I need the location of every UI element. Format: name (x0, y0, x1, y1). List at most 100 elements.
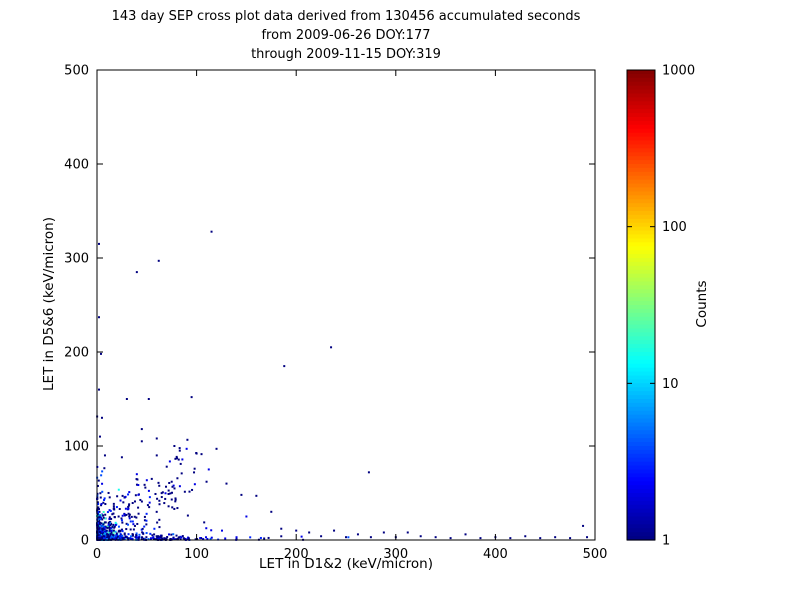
colorbar-strip (627, 438, 655, 443)
data-point (169, 538, 172, 541)
data-point (148, 506, 151, 509)
data-point (125, 528, 128, 531)
data-point (97, 519, 100, 522)
colorbar-strip (627, 352, 655, 357)
data-point (170, 533, 173, 536)
data-point (163, 537, 166, 540)
data-point (174, 497, 177, 500)
data-point (172, 484, 175, 487)
data-point (131, 520, 134, 523)
colorbar-strip (627, 113, 655, 118)
data-point (115, 533, 118, 536)
colorbar-tick-label: 10 (662, 377, 679, 392)
data-point (107, 531, 110, 534)
data-point (143, 483, 146, 486)
data-point (112, 537, 115, 540)
data-point (175, 455, 178, 458)
data-point (347, 536, 350, 539)
colorbar-strip (627, 316, 655, 322)
x-tick-label: 300 (383, 547, 408, 562)
colorbar-strip (627, 375, 655, 381)
colorbar-strip (627, 426, 655, 431)
data-point (97, 506, 100, 509)
data-point (123, 538, 126, 541)
colorbar-strip (627, 528, 655, 533)
data-point (124, 536, 127, 539)
data-point (100, 524, 103, 527)
data-point (140, 500, 143, 503)
data-point (116, 495, 119, 498)
data-point (168, 481, 171, 484)
data-point (188, 490, 191, 493)
data-point (105, 529, 108, 532)
data-point (149, 537, 152, 540)
data-point (108, 496, 111, 499)
data-point (97, 528, 100, 531)
data-point (111, 537, 114, 540)
data-point (98, 530, 101, 533)
colorbar-strip (627, 332, 655, 337)
data-point (103, 454, 106, 457)
data-point (107, 522, 110, 525)
data-point (135, 473, 138, 476)
data-point (98, 538, 101, 541)
y-tick-label: 500 (64, 64, 89, 79)
data-point (100, 514, 103, 517)
data-point (127, 505, 130, 508)
data-point (107, 537, 110, 540)
data-point (186, 514, 189, 517)
data-point (193, 483, 196, 486)
data-point (155, 454, 158, 457)
data-point (127, 493, 130, 496)
colorbar-strip (627, 246, 655, 251)
data-point (96, 501, 99, 504)
data-point (106, 538, 109, 541)
data-point (249, 536, 252, 539)
data-point (99, 523, 102, 526)
data-point (123, 514, 126, 517)
data-point (112, 502, 115, 505)
plot-frame (96, 69, 596, 541)
data-point (220, 529, 223, 532)
data-point (139, 498, 142, 501)
data-point (112, 532, 115, 535)
data-point (97, 316, 100, 319)
data-point (98, 521, 101, 524)
x-tick-label: 100 (184, 547, 209, 562)
colorbar-strip (627, 520, 655, 525)
colorbar-strip (627, 273, 655, 279)
data-point (99, 492, 102, 495)
data-point (114, 521, 117, 524)
data-point (108, 518, 111, 521)
y-tick-label: 0 (81, 534, 89, 549)
y-tick-label: 200 (64, 346, 89, 361)
data-point (134, 536, 137, 539)
data-point (128, 503, 131, 506)
colorbar-strip (627, 383, 655, 388)
data-point (479, 537, 482, 540)
data-point (100, 522, 103, 525)
data-point (235, 536, 238, 539)
data-point (102, 537, 105, 540)
colorbar-strip (627, 218, 655, 224)
data-point (107, 533, 110, 536)
data-point (210, 529, 213, 532)
data-point (539, 537, 542, 540)
data-point (165, 537, 168, 540)
data-point (183, 538, 186, 541)
data-point (240, 493, 243, 496)
colorbar-strip (627, 171, 655, 177)
data-point (150, 477, 153, 480)
colorbar-strip (627, 156, 655, 161)
data-point (128, 517, 131, 520)
data-point (137, 506, 140, 509)
data-point (97, 508, 100, 511)
data-point (135, 516, 138, 519)
data-point (157, 259, 160, 262)
data-point (174, 457, 177, 460)
colorbar-strip (627, 508, 655, 514)
data-point (113, 516, 116, 519)
data-point (104, 503, 107, 506)
data-point (96, 513, 99, 516)
